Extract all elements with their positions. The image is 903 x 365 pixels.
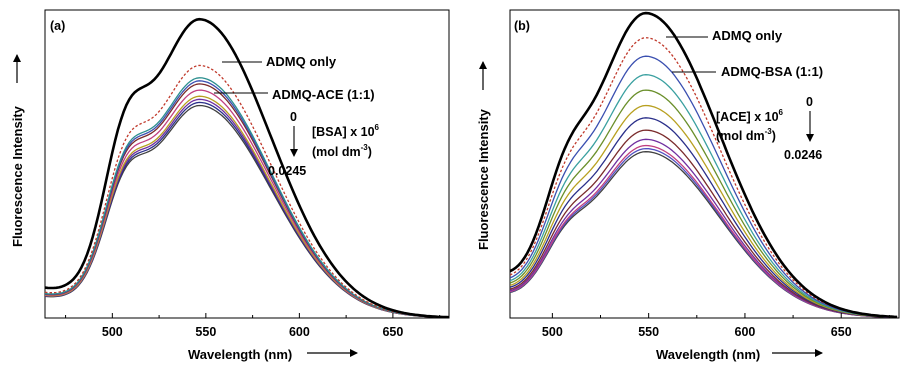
x-tick-label-a-550: 550 [195, 325, 216, 339]
conc-end-a: 0.0245 [268, 164, 306, 178]
series-line-a-4 [45, 83, 449, 318]
conc-exponent-b: 6 [779, 108, 784, 117]
series-line-a-2 [45, 77, 449, 318]
unit-exponent-b: -3 [765, 127, 773, 136]
label-admq-only-b: ADMQ only [712, 28, 783, 43]
x-tick-label-b-500: 500 [542, 325, 563, 339]
series-group-b [510, 11, 898, 318]
x-ticks-b: 500 550 600 650 [542, 313, 890, 339]
x-tick-label-a-650: 650 [382, 325, 403, 339]
unit-text-a: (mol dm [312, 145, 361, 159]
x-tick-label-a-600: 600 [289, 325, 310, 339]
x-tick-label-b-600: 600 [735, 325, 756, 339]
conc-label-text-a: [BSA] x 10 [312, 125, 375, 139]
y-axis-label-a: Fluorescence Intensity [10, 105, 25, 247]
x-tick-label-b-650: 650 [831, 325, 852, 339]
series-line-b-0 [510, 11, 898, 318]
plot-frame-a [44, 9, 450, 319]
conc-start-b: 0 [806, 95, 813, 109]
x-tick-label-b-550: 550 [638, 325, 659, 339]
unit-text-b: (mol dm [716, 129, 765, 143]
series-line-b-10 [510, 147, 898, 318]
panel-b: 500 550 600 650 (b) Wavelength (nm) Fluores… [476, 9, 900, 362]
conc-label-text-b: [ACE] x 10 [716, 110, 779, 124]
y-axis-label-b: Fluorescence Intensity [476, 108, 491, 250]
x-axis-label-b: Wavelength (nm) [656, 347, 760, 362]
series-group-a [45, 17, 449, 318]
panel-a: 500 550 600 650 (a) Wavelength (nm) Fluores… [10, 9, 450, 362]
unit-close-b: ) [772, 129, 776, 143]
unit-label-a: (mol dm-3) [312, 143, 372, 159]
panel-label-a: (a) [50, 19, 65, 33]
conc-exponent-a: 6 [375, 123, 380, 132]
x-ticks-a: 500 550 600 650 [65, 313, 441, 339]
series-line-b-5 [510, 104, 898, 318]
label-admq-ace-a: ADMQ-ACE (1:1) [272, 87, 375, 102]
conc-label-b: [ACE] x 106 [716, 108, 784, 124]
series-line-a-0 [45, 17, 449, 318]
conc-end-b: 0.0246 [784, 148, 822, 162]
series-line-b-4 [510, 89, 898, 318]
x-tick-label-a-500: 500 [102, 325, 123, 339]
series-line-b-2 [510, 55, 898, 318]
plot-frame-b [509, 9, 900, 319]
unit-close-a: ) [368, 145, 372, 159]
series-line-b-7 [510, 129, 898, 318]
unit-exponent-a: -3 [361, 143, 369, 152]
label-admq-only-a: ADMQ only [266, 54, 337, 69]
series-line-b-3 [510, 74, 898, 318]
conc-start-a: 0 [290, 110, 297, 124]
label-admq-bsa-b: ADMQ-BSA (1:1) [721, 64, 823, 79]
unit-label-b: (mol dm-3) [716, 127, 776, 143]
x-axis-label-a: Wavelength (nm) [188, 347, 292, 362]
series-line-a-1 [45, 64, 449, 318]
panel-label-b: (b) [514, 19, 530, 33]
conc-label-a: [BSA] x 106 [312, 123, 380, 139]
